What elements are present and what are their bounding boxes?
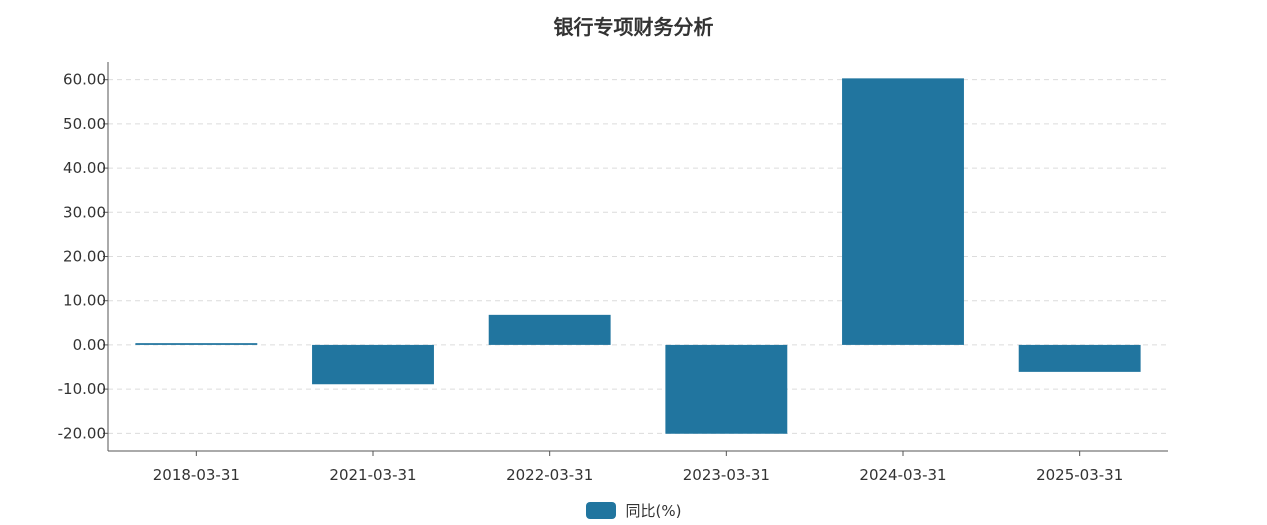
x-tick-label: 2021-03-31 [329,466,416,484]
bar [488,314,611,345]
bar [312,344,434,385]
legend-label: 同比(%) [625,502,682,520]
x-tick-label: 2025-03-31 [1036,466,1123,484]
x-tick-label: 2022-03-31 [506,466,593,484]
x-tick-label: 2018-03-31 [153,466,240,484]
bar [665,344,788,434]
y-ticks: 60.00 50.00 40.00 30.00 20.00 10.00 0.00 -10.00… [58,71,108,442]
y-tick-label: 10.00 [63,292,106,310]
x-ticks: 2018-03-31 2021-03-31 2022-03-31 2023-03-31… [153,451,1123,484]
x-tick-label: 2024-03-31 [859,466,946,484]
x-tick-label: 2023-03-31 [683,466,770,484]
legend-swatch [585,502,616,519]
y-tick-label: -20.00 [58,424,106,442]
bars [135,78,1141,434]
y-tick-label: 20.00 [63,248,106,266]
y-tick-label: 60.00 [63,71,106,89]
bar [1018,344,1141,372]
bar-chart: 60.00 50.00 40.00 30.00 20.00 10.00 0.00 -10.00… [58,62,1168,484]
gridlines [108,79,1168,434]
bar [135,343,258,345]
y-tick-label: 40.00 [63,159,106,177]
bar [842,78,964,345]
legend[interactable]: 同比(%) [0,500,1267,521]
chart-title: 银行专项财务分析 [553,15,714,39]
y-tick-label: 0.00 [73,336,106,354]
y-tick-label: 30.00 [63,203,106,221]
y-tick-label: -10.00 [58,380,106,398]
y-tick-label: 50.00 [63,115,106,133]
